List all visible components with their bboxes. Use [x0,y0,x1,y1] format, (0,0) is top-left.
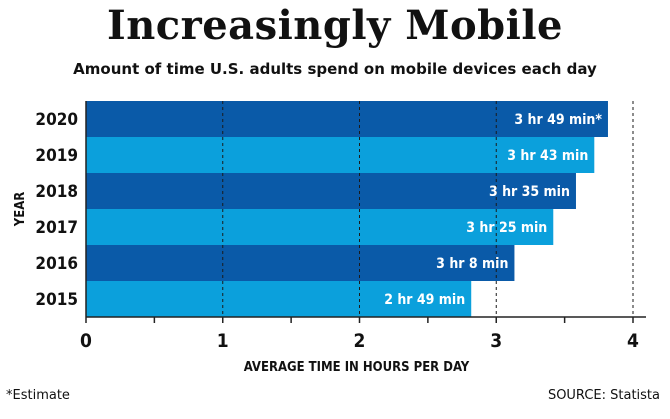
x-axis-title: AVERAGE TIME IN HOURS PER DAY [244,360,470,375]
bar-2017 [86,209,554,245]
footnote: *Estimate [6,388,70,403]
year-label-2019: 2019 [35,146,78,166]
year-label-2020: 2020 [35,110,78,130]
data-label-2016: 3 hr 8 min [436,256,508,272]
x-tick-label-4: 4 [627,330,639,352]
bar-2020 [86,101,608,137]
x-tick-label-1: 1 [217,330,229,352]
x-tick-label-0: 0 [80,330,92,352]
source-note: SOURCE: Statista [547,388,660,403]
bar-2019 [86,137,595,173]
year-label-2016: 2016 [35,254,78,274]
chart-subtitle: Amount of time U.S. adults spend on mobi… [73,60,597,78]
data-label-2019: 3 hr 43 min [507,148,588,164]
x-tick-label-3: 3 [490,330,502,352]
year-label-2018: 2018 [35,182,78,202]
year-label-2017: 2017 [35,218,78,238]
bar-2016 [86,245,515,281]
data-label-2020: 3 hr 49 min* [514,112,602,128]
x-tick-label-2: 2 [354,330,366,352]
data-label-2017: 3 hr 25 min [466,220,547,236]
chart-title: Increasingly Mobile [107,2,563,49]
data-label-2018: 3 hr 35 min [489,184,570,200]
data-label-2015: 2 hr 49 min [384,292,465,308]
bar-2018 [86,173,576,209]
y-axis-title: YEAR [13,192,28,228]
year-label-2015: 2015 [35,290,78,310]
bar-2015 [86,281,472,317]
